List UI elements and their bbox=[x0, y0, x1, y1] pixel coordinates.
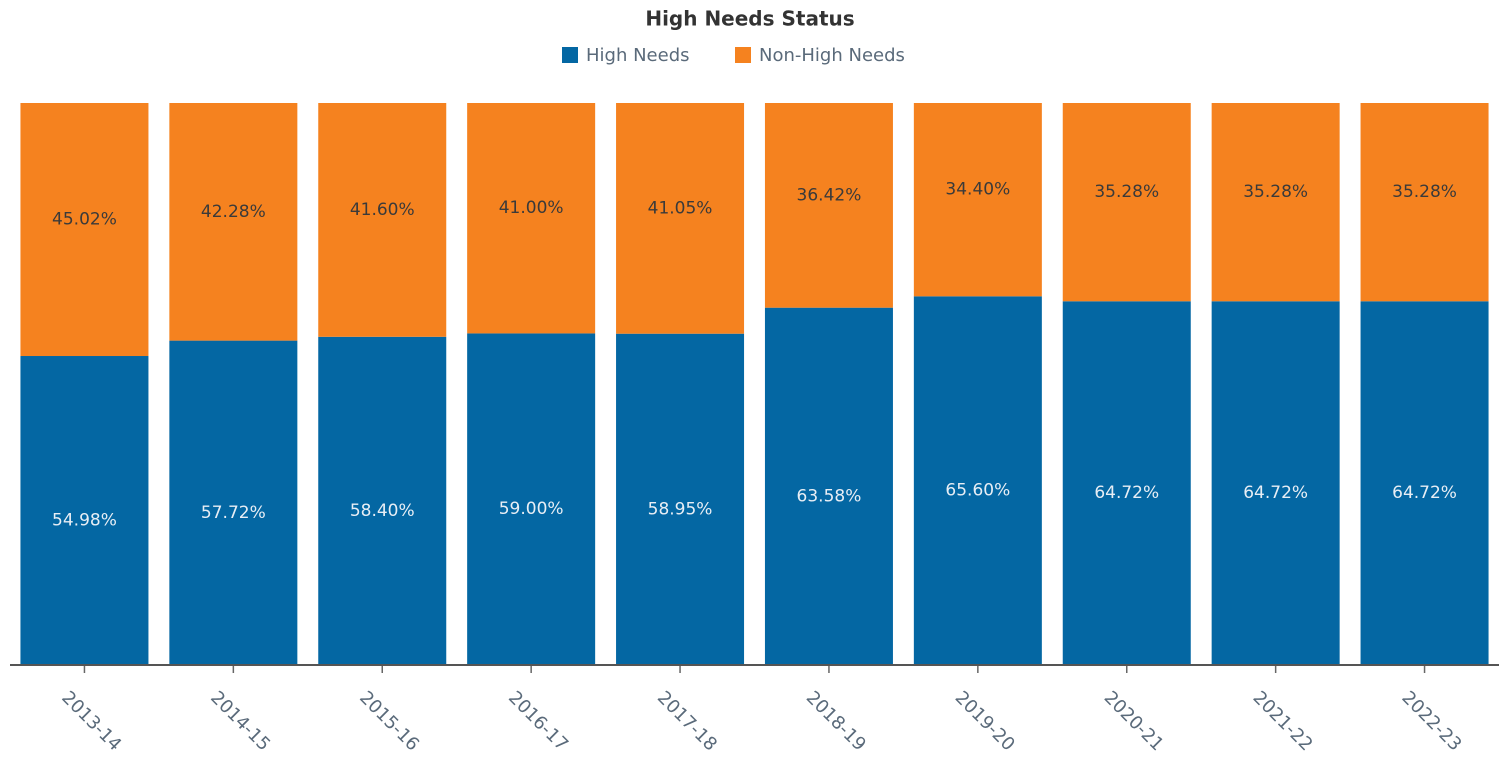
bar-segment bbox=[20, 103, 149, 357]
bar-segment bbox=[1360, 103, 1489, 302]
bar-segment bbox=[467, 333, 596, 665]
bar-segment bbox=[913, 296, 1042, 665]
x-tick-label: 2015-16 bbox=[355, 687, 423, 755]
bar-segment bbox=[764, 103, 893, 308]
data-label: 34.40% bbox=[945, 180, 1010, 200]
data-label: 42.28% bbox=[201, 202, 266, 222]
bar-segment bbox=[616, 103, 745, 334]
bar-segment bbox=[764, 307, 893, 665]
legend-swatch[interactable] bbox=[735, 47, 751, 63]
bar-segment bbox=[1211, 301, 1340, 665]
bar-segment bbox=[913, 103, 1042, 297]
data-label: 58.95% bbox=[648, 499, 713, 519]
x-tick-label: 2018-19 bbox=[802, 687, 870, 755]
data-label: 36.42% bbox=[797, 185, 862, 205]
x-tick-label: 2016-17 bbox=[504, 687, 572, 755]
x-tick-label: 2021-22 bbox=[1249, 687, 1317, 755]
data-label: 45.02% bbox=[52, 210, 117, 230]
bar-segment bbox=[467, 103, 596, 334]
bar-segment bbox=[616, 333, 745, 665]
legend-label[interactable]: Non-High Needs bbox=[759, 45, 905, 66]
x-tick-label: 2014-15 bbox=[206, 687, 274, 755]
bar-segment bbox=[1211, 103, 1340, 302]
chart-title: High Needs Status bbox=[645, 7, 854, 31]
x-tick-label: 2013-14 bbox=[57, 687, 125, 755]
bar-segment bbox=[1360, 301, 1489, 665]
x-tick-label: 2022-23 bbox=[1397, 687, 1465, 755]
data-label: 57.72% bbox=[201, 503, 266, 523]
data-label: 64.72% bbox=[1243, 483, 1308, 503]
data-label: 35.28% bbox=[1094, 182, 1159, 202]
data-label: 64.72% bbox=[1392, 483, 1457, 503]
data-label: 41.00% bbox=[499, 198, 564, 218]
bar-segment bbox=[169, 340, 298, 665]
bar-segment bbox=[1062, 103, 1191, 302]
bar-segment bbox=[169, 103, 298, 341]
data-label: 35.28% bbox=[1392, 182, 1457, 202]
bar-segment bbox=[1062, 301, 1191, 665]
legend-label[interactable]: High Needs bbox=[586, 45, 690, 66]
data-label: 41.60% bbox=[350, 200, 415, 220]
x-tick-label: 2019-20 bbox=[951, 687, 1019, 755]
bar-segment bbox=[318, 336, 447, 665]
data-label: 35.28% bbox=[1243, 182, 1308, 202]
data-label: 59.00% bbox=[499, 499, 564, 519]
data-label: 64.72% bbox=[1094, 483, 1159, 503]
x-tick-label: 2017-18 bbox=[653, 687, 721, 755]
data-label: 63.58% bbox=[797, 486, 862, 506]
bar-segment bbox=[20, 356, 149, 665]
data-label: 58.40% bbox=[350, 501, 415, 521]
data-label: 41.05% bbox=[648, 198, 713, 218]
data-label: 65.60% bbox=[945, 481, 1010, 501]
legend-swatch[interactable] bbox=[562, 47, 578, 63]
bar-segment bbox=[318, 103, 447, 337]
data-label: 54.98% bbox=[52, 511, 117, 531]
x-tick-label: 2020-21 bbox=[1100, 687, 1168, 755]
